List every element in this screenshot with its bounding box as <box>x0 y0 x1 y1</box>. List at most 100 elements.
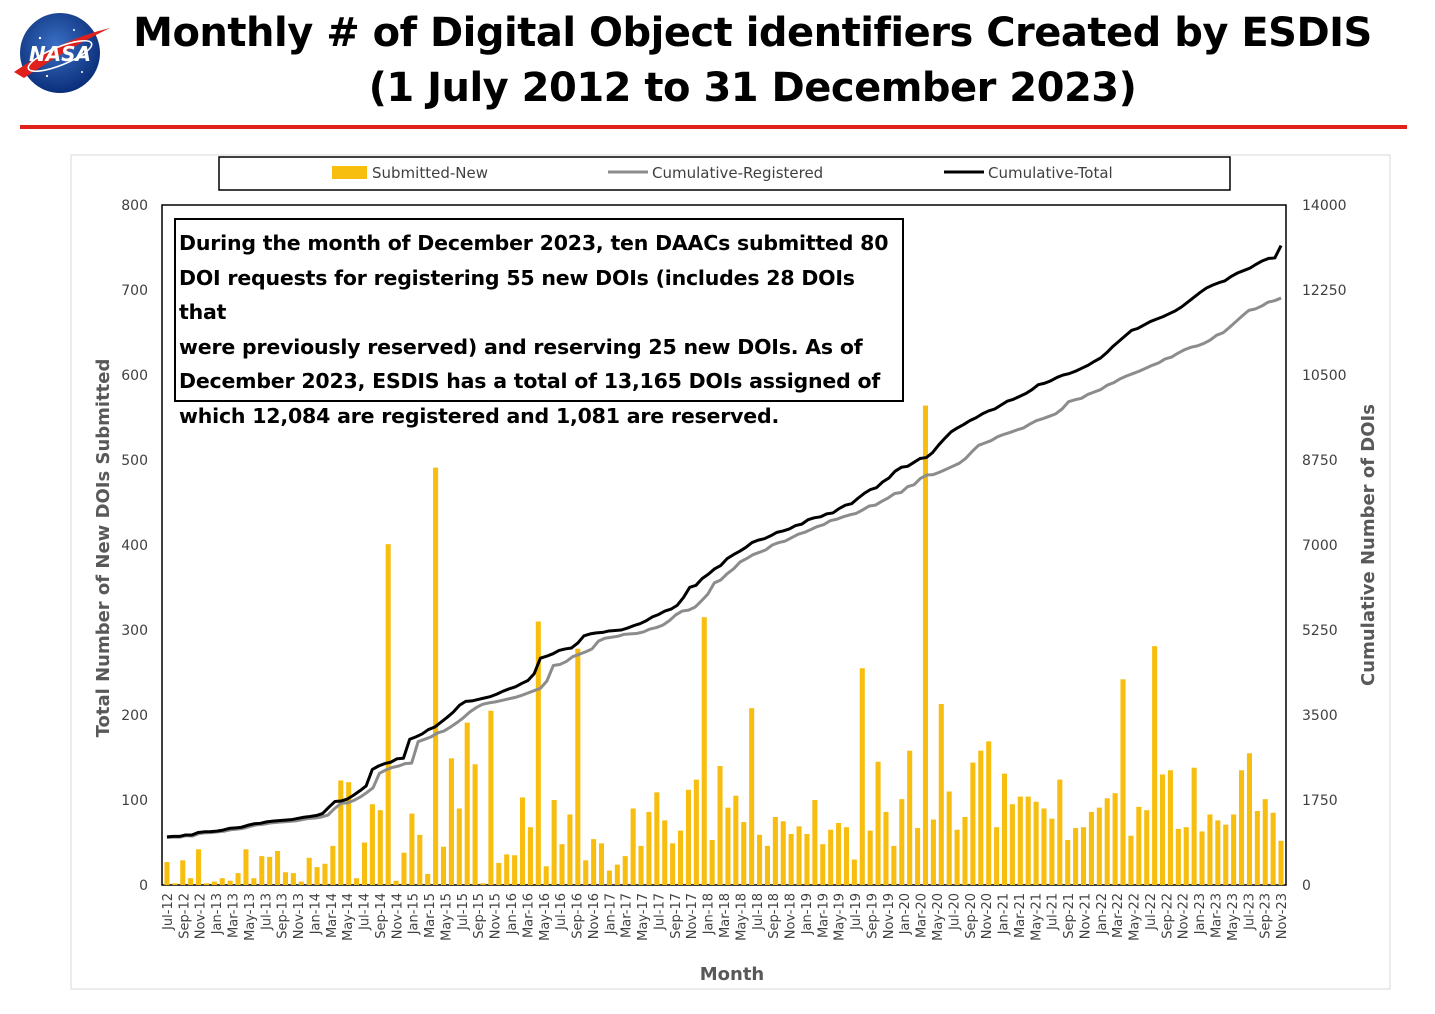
bar-submitted-new <box>741 822 747 885</box>
y2-tick-label: 7000 <box>1302 538 1338 554</box>
x-tick-label: May-23 <box>1226 893 1241 941</box>
bar-submitted-new <box>1262 799 1268 885</box>
bar-submitted-new <box>836 822 842 885</box>
annotation-line-4: December 2023, ESDIS has a total of 13,1… <box>179 369 881 394</box>
x-tick-label: Sep-17 <box>669 893 684 939</box>
bar-submitted-new <box>567 814 573 885</box>
bar-submitted-new <box>1001 773 1008 885</box>
x-tick-label: Nov-17 <box>685 893 700 939</box>
x-tick-label: Jul-20 <box>947 893 962 931</box>
x-tick-label: Nov-12 <box>194 893 209 939</box>
y-tick-label: 800 <box>121 198 148 214</box>
x-tick-label: May-22 <box>1128 893 1143 941</box>
x-tick-label: May-16 <box>538 893 553 941</box>
y2-tick-label: 12250 <box>1302 283 1347 299</box>
bar-series-submitted-new <box>164 405 1284 885</box>
x-tick-label: Mar-20 <box>915 893 930 938</box>
x-tick-label: Jan-14 <box>308 893 323 935</box>
bar-submitted-new <box>599 843 605 885</box>
bar-submitted-new <box>354 878 360 885</box>
bar-submitted-new <box>1199 831 1205 885</box>
y-tick-label: 300 <box>121 623 148 639</box>
x-tick-label: Jan-21 <box>997 893 1012 935</box>
x-tick-label: Jan-19 <box>800 893 815 935</box>
x-tick-label: May-18 <box>734 893 749 941</box>
bar-submitted-new <box>448 758 454 885</box>
bar-submitted-new <box>970 762 976 885</box>
x-tick-label: Sep-18 <box>767 893 782 939</box>
x-axis-label: Month <box>700 964 765 985</box>
bar-submitted-new <box>219 878 225 885</box>
bar-submitted-new <box>859 668 865 885</box>
bar-submitted-new <box>172 883 178 885</box>
bar-submitted-new <box>512 855 518 885</box>
bar-submitted-new <box>654 792 660 885</box>
bar-submitted-new <box>717 766 723 885</box>
bar-submitted-new <box>385 544 391 885</box>
bar-submitted-new <box>922 405 929 885</box>
bar-submitted-new <box>180 860 186 885</box>
x-tick-label: Jan-15 <box>407 893 422 935</box>
bar-submitted-new <box>282 872 288 885</box>
bar-submitted-new <box>1065 839 1071 885</box>
x-tick-label: Mar-21 <box>1013 893 1028 938</box>
nasa-logo-text: NASA <box>29 42 91 66</box>
y-tick-label: 400 <box>121 538 148 554</box>
bar-submitted-new <box>678 830 684 885</box>
bar-submitted-new <box>1017 796 1023 885</box>
x-tick-label: Mar-22 <box>1111 893 1126 938</box>
bar-submitted-new <box>891 845 897 885</box>
right-axis-ticks: 0 1750 3500 5250 7000 8750 10500 12250 14000 <box>1302 198 1347 894</box>
x-tick-label: Jul-19 <box>849 893 864 931</box>
x-tick-label: Sep-15 <box>472 893 487 939</box>
bar-submitted-new <box>346 782 352 885</box>
bar-submitted-new <box>591 839 597 885</box>
bar-submitted-new <box>685 789 691 885</box>
bar-submitted-new <box>733 795 739 885</box>
bar-submitted-new <box>1136 806 1142 885</box>
bar-submitted-new <box>259 856 265 885</box>
x-tick-label: Jan-13 <box>210 893 225 935</box>
legend-label-cumulative-total: Cumulative-Total <box>988 164 1113 182</box>
bar-submitted-new <box>875 761 881 885</box>
bar-submitted-new <box>188 878 194 885</box>
bar-submitted-new <box>812 800 818 885</box>
bar-submitted-new <box>1120 679 1126 885</box>
bar-submitted-new <box>986 741 992 885</box>
y2-tick-label: 0 <box>1302 878 1311 894</box>
y-tick-label: 0 <box>139 878 148 894</box>
x-tick-label: Mar-18 <box>718 893 733 938</box>
bar-submitted-new <box>519 797 526 885</box>
bar-submitted-new <box>496 862 502 885</box>
bar-submitted-new <box>196 849 202 885</box>
bar-submitted-new <box>330 845 336 885</box>
bar-submitted-new <box>203 883 209 885</box>
bar-submitted-new <box>1073 828 1079 885</box>
bar-submitted-new <box>622 856 628 885</box>
x-tick-label: Jul-18 <box>751 893 766 931</box>
x-tick-label: May-17 <box>636 893 651 941</box>
bar-submitted-new <box>361 842 368 885</box>
bar-submitted-new <box>211 881 217 885</box>
x-tick-label: Sep-19 <box>866 893 881 939</box>
y2-tick-label: 1750 <box>1302 793 1338 809</box>
y2-tick-label: 3500 <box>1302 708 1338 724</box>
bar-submitted-new <box>1033 801 1039 885</box>
bar-submitted-new <box>946 791 952 885</box>
y2-tick-label: 8750 <box>1302 453 1338 469</box>
bar-submitted-new <box>235 873 241 885</box>
bar-submitted-new <box>1207 814 1213 885</box>
bar-submitted-new <box>164 862 170 885</box>
bar-submitted-new <box>551 800 557 885</box>
bar-submitted-new <box>275 851 281 885</box>
bar-submitted-new <box>290 873 296 885</box>
bar-submitted-new <box>433 467 439 885</box>
x-tick-label: Jul-13 <box>259 893 274 931</box>
bar-submitted-new <box>1191 767 1197 885</box>
y-axis-label: Total Number of New DOIs Submitted <box>93 359 114 738</box>
bar-submitted-new <box>472 764 478 885</box>
y-tick-label: 700 <box>121 283 148 299</box>
bar-submitted-new <box>298 881 304 885</box>
bar-submitted-new <box>464 722 470 885</box>
